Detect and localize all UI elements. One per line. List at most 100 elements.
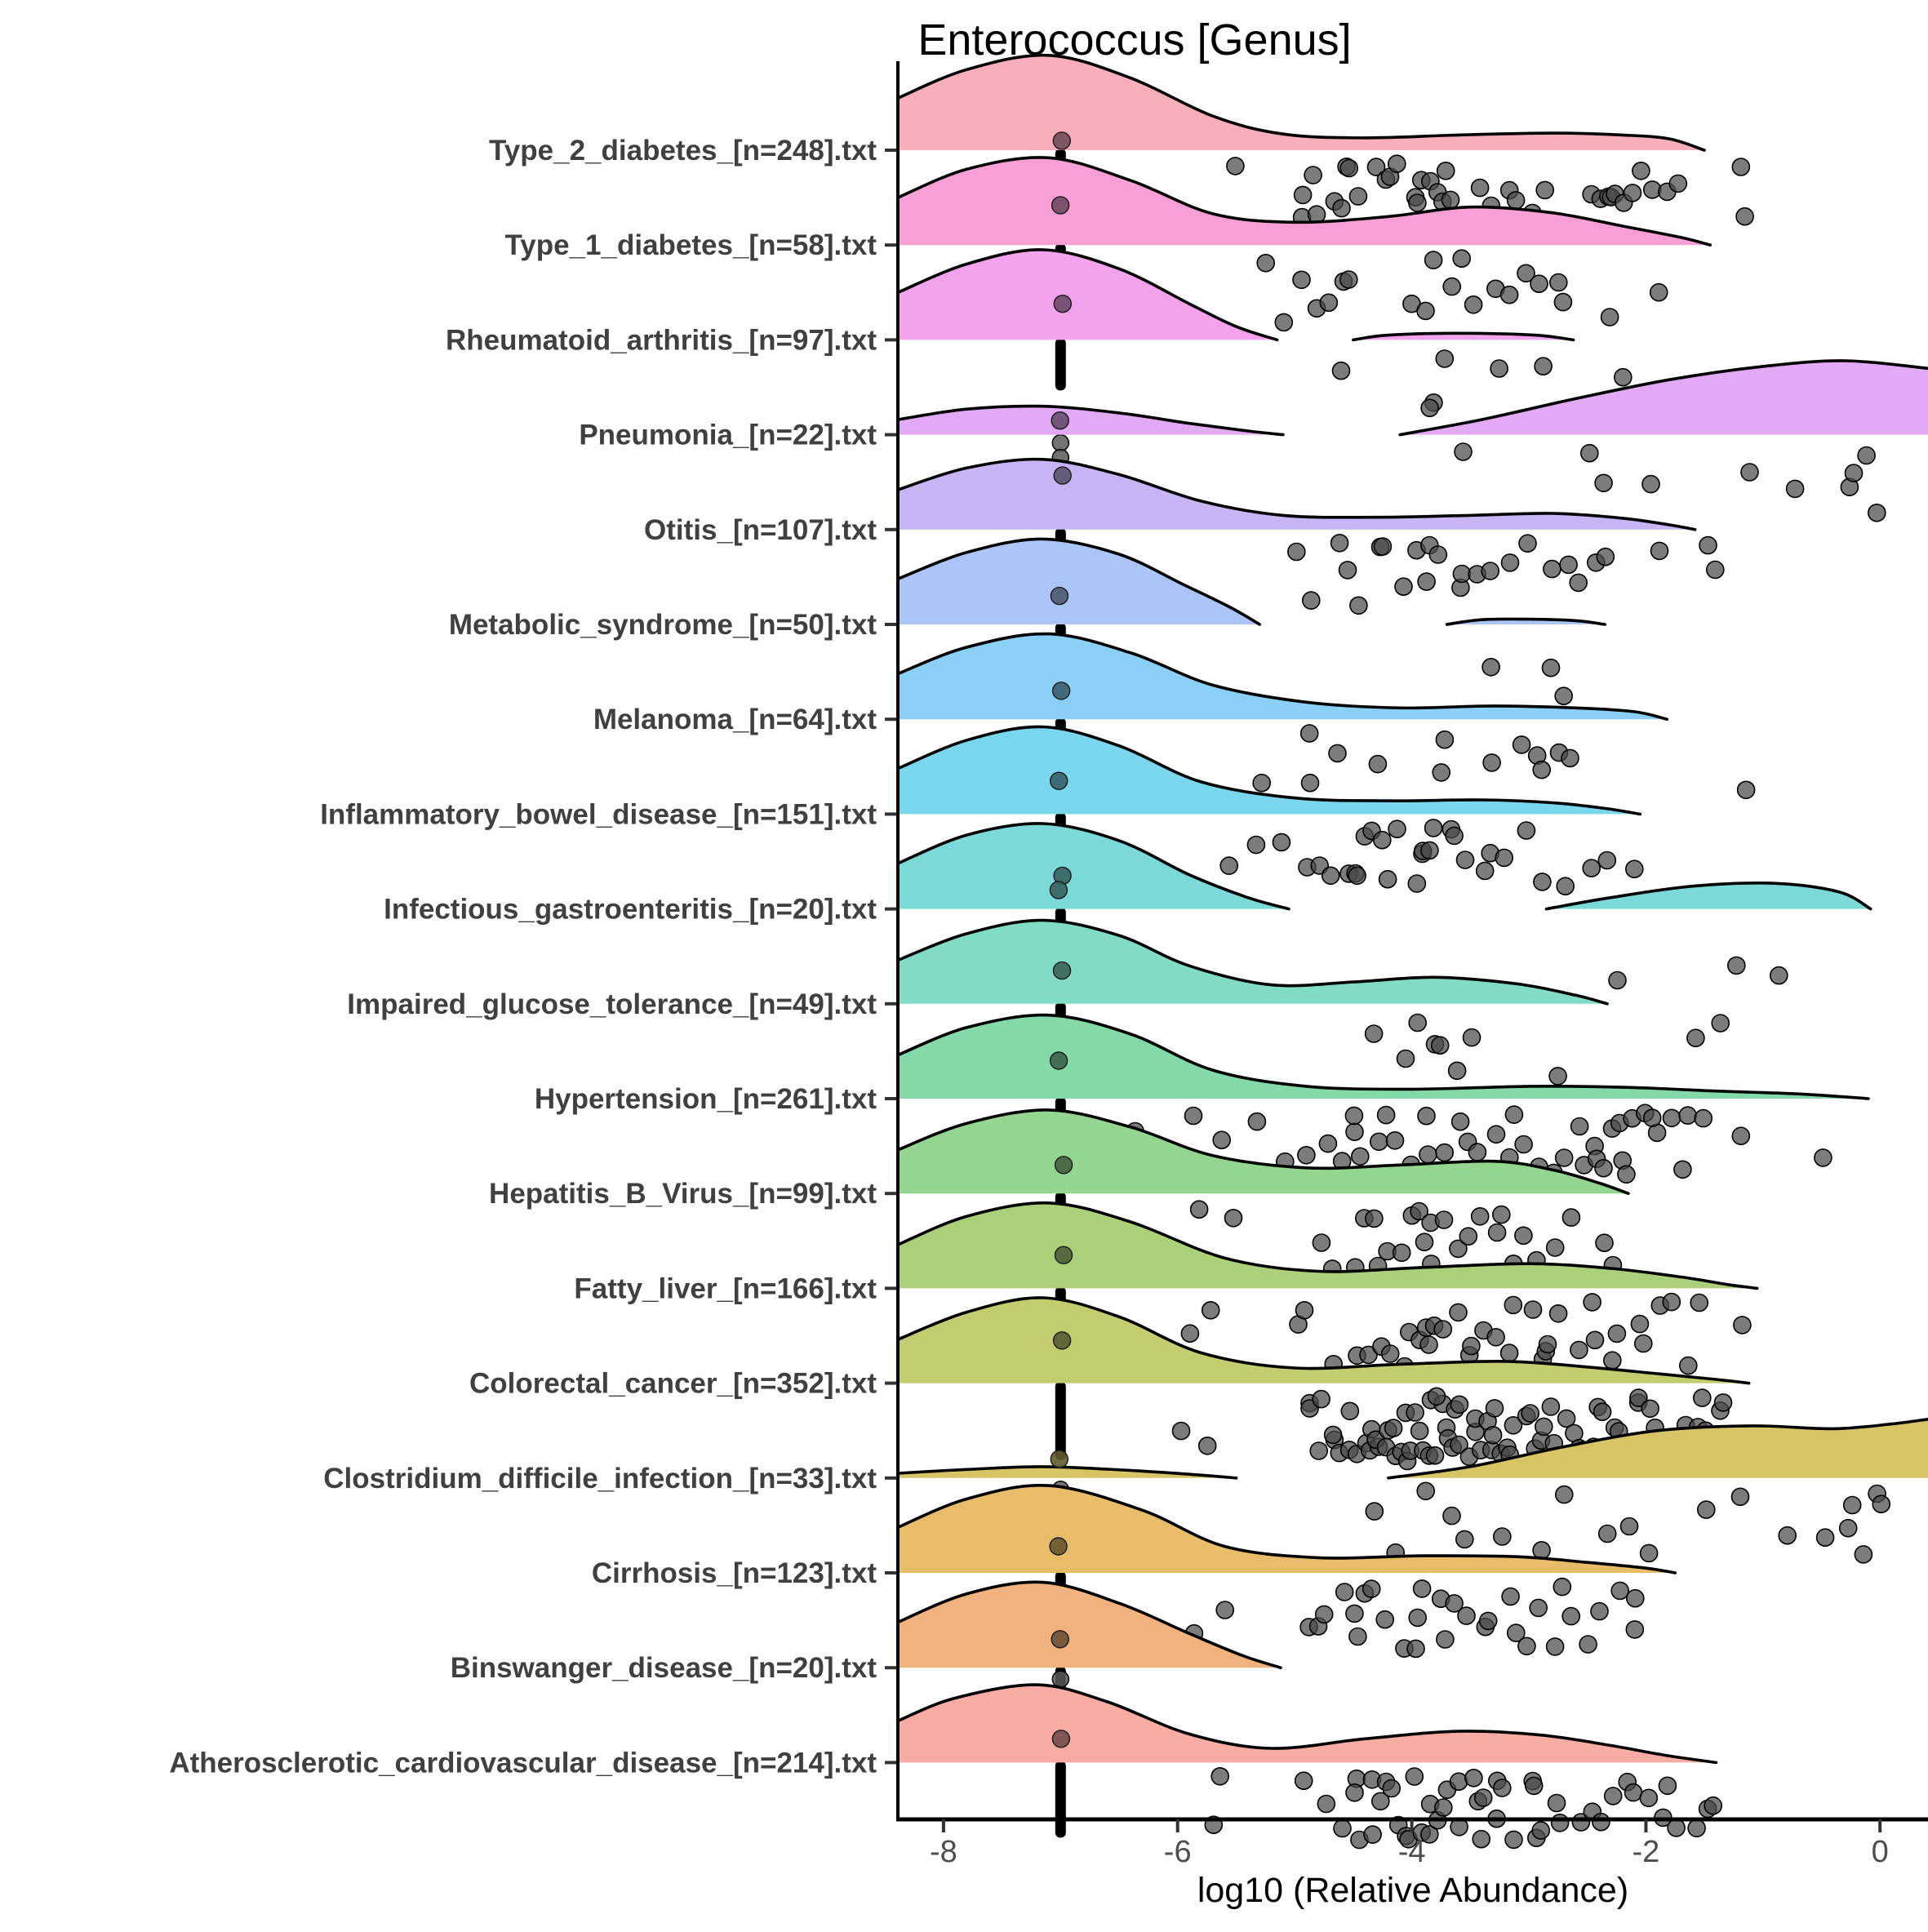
zero-spike-bar [1055,1381,1066,1460]
jitter-point [1410,1421,1429,1441]
jitter-point [1408,193,1427,212]
ridge-area [898,1297,1749,1383]
jitter-point [1483,1426,1503,1445]
jitter-point [1597,1524,1617,1543]
ridge-area [898,1582,1281,1668]
y-axis-label: Type_1_diabetes_[n=58].txt [504,229,877,261]
jitter-point [1171,1421,1191,1441]
jitter-point [1459,1227,1478,1246]
ridge-outline [896,822,1291,911]
jitter-point [1731,1126,1751,1145]
jitter-point [1330,533,1349,553]
y-axis-label: Cirrhosis_[n=123].txt [592,1557,877,1589]
ghost-point [1053,295,1073,313]
jitter-point [1410,1201,1428,1221]
ridge-outline [896,1683,1718,1765]
jitter-point [1541,658,1561,677]
jitter-point [1736,780,1756,800]
jitter-point [1339,158,1358,178]
jitter-point [1632,162,1650,180]
ridge-area [898,1015,1868,1099]
jitter-point [1287,542,1306,562]
ghost-point [1049,1051,1068,1070]
zero-spike-bar [1055,338,1066,391]
jitter-point [1412,1579,1432,1598]
jitter-point [1594,1158,1613,1178]
jitter-point [1406,1403,1424,1422]
jitter-point [1272,833,1291,852]
jitter-point [1407,874,1427,893]
jitter-point [1493,1527,1512,1546]
jitter-point [1553,292,1573,312]
jitter-point [1430,1036,1450,1055]
jitter-point [1462,1028,1482,1047]
jitter-point [1624,1783,1643,1802]
jitter-point [1550,1814,1570,1832]
jitter-point [1211,1767,1229,1786]
ridge-area [898,157,1711,246]
jitter-point [1180,1324,1200,1343]
ridge-outline [896,1013,1870,1100]
jitter-point [1215,1601,1234,1619]
ridge-area [898,1202,1757,1289]
jitter-point [1297,1146,1316,1165]
jitter-point [1449,1239,1468,1259]
jitter-point [1553,1577,1572,1597]
ridge-area [898,920,1608,1004]
jitter-point [1449,1772,1468,1791]
jitter-point [1405,1767,1424,1786]
jitter-point [1524,1776,1544,1796]
jitter-point [1594,473,1613,493]
jitter-point [1545,1238,1565,1257]
jitter-point [1626,1588,1645,1608]
jitter-point [1585,1330,1605,1350]
jitter-point [1694,1108,1713,1128]
jitter-point [1629,1388,1648,1407]
jitter-point [1486,1125,1506,1144]
jitter-point [1295,1301,1314,1320]
jitter-point [1673,1160,1692,1179]
jitter-point [1351,1147,1370,1166]
ghost-point [1054,1246,1073,1264]
jitter-point [1224,1209,1243,1228]
y-axis-label: Type_2_diabetes_[n=248].txt [489,135,877,167]
jitter-point [1359,1345,1378,1365]
jitter-point [1419,1335,1438,1354]
jitter-point [1556,877,1575,895]
jitter-point [1532,760,1551,779]
jitter-point [1363,1825,1382,1844]
ghost-point [1050,1450,1069,1468]
jitter-point [1219,856,1238,875]
jitter-point [1785,479,1805,499]
jitter-point [1382,1779,1401,1798]
jitter-point [1345,1604,1364,1623]
jitter-point [1247,1112,1267,1131]
jitter-point [1420,1825,1439,1844]
jitter-point [1868,503,1886,522]
jitter-point [1506,191,1526,210]
jitter-point [1314,1605,1334,1624]
ridge-outline [1398,359,1928,437]
ridge-outline [896,1483,1677,1574]
x-axis-title: log10 (Relative Abundance) [1197,1871,1629,1910]
jitter-point [1434,1210,1454,1229]
jitter-point [1348,1627,1367,1646]
jitter-point [1667,1819,1686,1837]
jitter-point [1201,1301,1220,1320]
jitter-point [1730,1487,1750,1507]
jitter-point [1641,1399,1659,1419]
jitter-point [1416,1481,1435,1501]
jitter-point [1345,1122,1364,1141]
ridge-outline [896,632,1668,721]
jitter-point [1482,753,1501,772]
ridge-outline [1352,331,1575,342]
jitter-point [1678,1106,1697,1125]
jitter-point [1454,442,1473,461]
jitter-point [1256,253,1275,273]
jitter-point [1464,295,1483,314]
jitter-point [1630,1314,1650,1334]
jitter-point [1770,966,1788,985]
ridge-outline [896,248,1279,342]
jitter-point [1495,848,1513,868]
